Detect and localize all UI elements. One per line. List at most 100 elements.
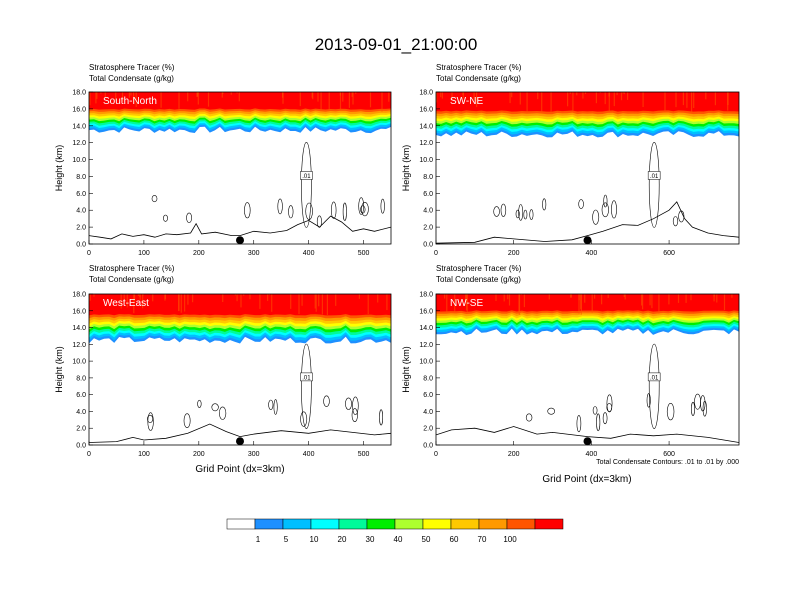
tracer-streak: [567, 92, 569, 107]
tracer-streak: [282, 92, 284, 104]
panel-subtitle-line1: Stratosphere Tracer (%): [89, 264, 175, 273]
y-tick-label: 0.0: [423, 443, 433, 450]
tracer-streak: [675, 92, 677, 108]
condensate-contour: [183, 413, 191, 429]
y-tick-label: 18.0: [72, 292, 86, 299]
tracer-streak: [601, 294, 603, 305]
tracer-streak: [142, 294, 144, 309]
tracer-streak: [312, 92, 314, 100]
tracer-streak: [249, 294, 251, 300]
tracer-streak: [299, 92, 301, 107]
condensate-contour: [268, 399, 274, 410]
tracer-streak: [126, 294, 128, 308]
condensate-contour: [592, 209, 600, 225]
tracer-streak: [509, 92, 511, 104]
y-tick-label: 8.0: [76, 375, 86, 382]
plot-south-north: .01 South-North 0.0 2.0 4.0 6.0 8.0 10.0 12.0 14.…: [54, 90, 392, 257]
y-tick-label: 14.0: [419, 325, 433, 332]
tracer-streak: [320, 92, 322, 111]
tracer-streak: [570, 294, 572, 298]
plot-west-east: .01 West-East 0.0 2.0 4.0 6.0 8.0 10.0 12.0 14.0 1…: [54, 292, 392, 458]
tracer-streak: [236, 294, 238, 302]
tracer-streak: [503, 294, 505, 302]
y-tick-label: 4.0: [423, 409, 433, 416]
tracer-streak: [677, 294, 680, 303]
tracer-streak: [693, 92, 695, 108]
y-tick-label: 6.0: [423, 191, 433, 198]
y-tick-label: 10.0: [72, 157, 86, 164]
x-tick-label: 0: [87, 451, 91, 458]
tracer-streak: [623, 294, 625, 297]
tracer-streak: [462, 92, 464, 99]
condensate-contour: [277, 198, 283, 215]
condensate-contour: [678, 210, 685, 223]
condensate-contour: [515, 209, 520, 219]
tracer-streak: [89, 294, 91, 301]
tracer-streak: [160, 92, 162, 108]
condensate-contour: [646, 393, 651, 408]
tracer-streak: [731, 294, 733, 298]
y-tick-label: 8.0: [423, 174, 433, 181]
tracer-streak: [388, 92, 390, 102]
tracer-streak: [121, 92, 124, 103]
tracer-streak: [184, 294, 186, 312]
condensate-contour: [345, 397, 352, 410]
tracer-streak: [342, 92, 344, 102]
colorbar-box: [450, 518, 480, 530]
tracer-streak: [187, 294, 189, 305]
tracer-streak: [221, 92, 223, 98]
y-tick-label: 12.0: [72, 342, 86, 349]
tracer-streak: [352, 92, 354, 105]
tracer-streak: [508, 294, 511, 306]
tracer-streak: [115, 92, 117, 101]
condensate-contour: [547, 407, 556, 415]
tracer-streak: [197, 92, 199, 105]
y-tick-label: 12.0: [419, 342, 433, 349]
x-tick-label: 200: [193, 451, 205, 458]
tracer-streak: [128, 92, 130, 98]
y-tick-label: 10.0: [419, 157, 433, 164]
tracer-streak: [236, 92, 238, 94]
tracer-streak: [541, 92, 543, 113]
tracer-streak: [89, 92, 91, 106]
condensate-contour: [702, 400, 707, 417]
colorbar-box: [282, 518, 312, 530]
condensate-contour: [197, 399, 202, 408]
tracer-streak: [298, 294, 300, 315]
tracer-streak: [651, 294, 653, 309]
tracer-streak: [197, 92, 199, 94]
contour-label: .01: [647, 372, 661, 381]
tracer-streak: [495, 294, 497, 301]
x-tick-label: 200: [508, 250, 520, 257]
condensate-contour: [380, 198, 385, 214]
x-tick-label: 400: [586, 250, 598, 257]
contour-label: .01: [300, 171, 313, 180]
y-tick-label: 0.0: [76, 443, 86, 450]
tracer-streak: [222, 92, 224, 94]
tracer-streak: [104, 92, 106, 98]
tracer-streak: [607, 294, 609, 298]
tracer-streak: [466, 294, 468, 313]
tracer-streak: [386, 294, 388, 311]
plot-area: .01: [436, 92, 739, 244]
tracer-streak: [624, 294, 626, 300]
tracer-streak: [572, 92, 574, 111]
tracer-band: [436, 294, 739, 312]
tracer-streak: [658, 294, 660, 314]
tracer-streak: [100, 92, 102, 94]
tracer-streak: [682, 92, 684, 106]
y-tick-label: 2.0: [76, 426, 86, 433]
condensate-contour: [288, 205, 294, 219]
x-tick-label: 200: [508, 451, 520, 458]
condensate-contour: [601, 202, 609, 218]
tracer-streak: [93, 294, 95, 297]
tracer-streak: [178, 294, 180, 312]
condensate-contour: [603, 194, 608, 208]
tracer-streak: [318, 294, 320, 307]
figure-title: 2013-09-01_21:00:00: [315, 35, 478, 54]
tracer-streak: [526, 92, 528, 113]
terrain-line: [436, 201, 739, 244]
colorbar-label: 30: [366, 535, 375, 544]
tracer-streak: [569, 92, 571, 94]
tracer-streak: [164, 294, 166, 300]
